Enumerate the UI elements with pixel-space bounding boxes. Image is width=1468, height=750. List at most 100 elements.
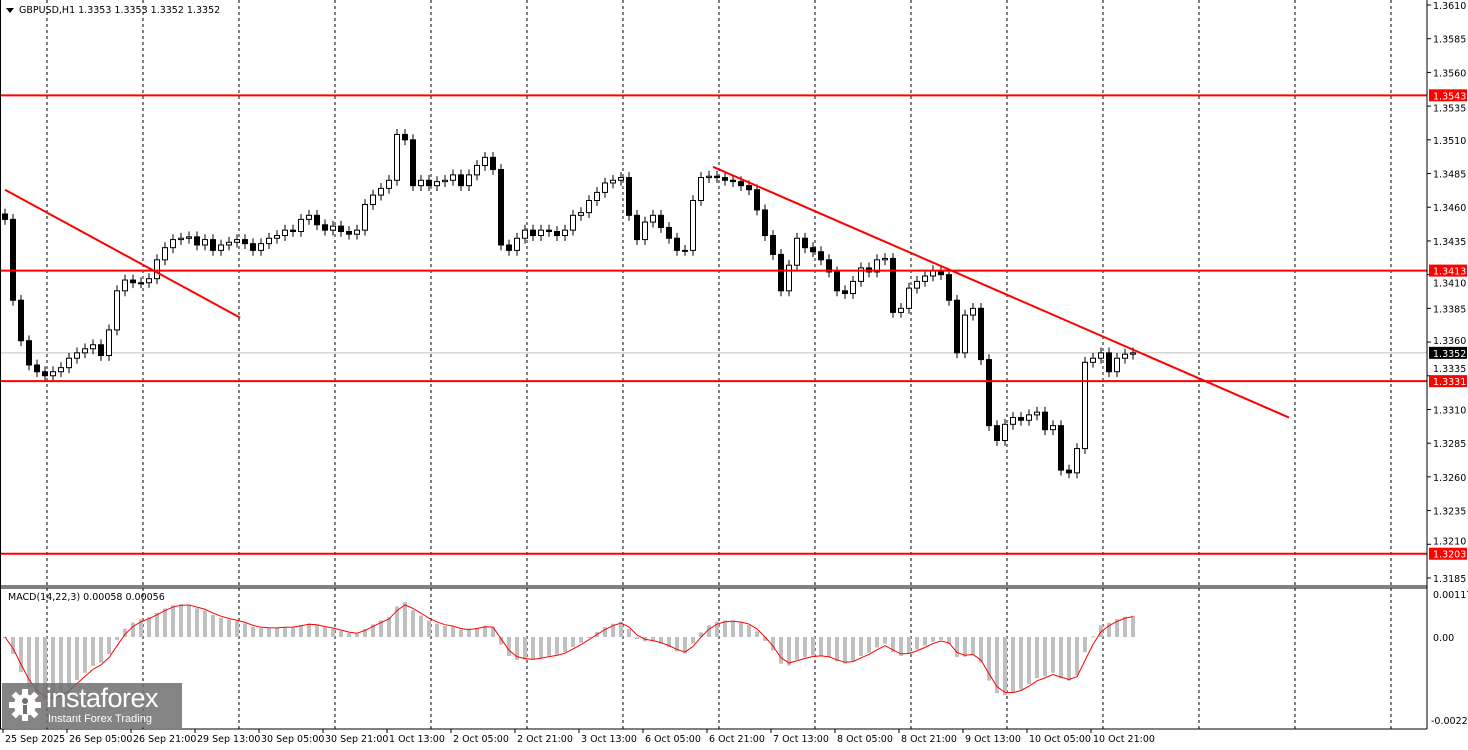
macd-histogram-bar [443,626,447,637]
bull-candle [906,287,912,309]
macd-histogram-bar [531,637,535,660]
price-tick-label: 1.3285 [1433,439,1466,450]
bull-candle [1130,352,1136,355]
bear-candle [946,274,952,301]
bull-candle [1010,417,1016,425]
macd-histogram-bar [803,637,807,658]
bull-candle [258,243,264,251]
macd-histogram-bar [339,630,343,637]
macd-histogram-bar [227,619,231,637]
bull-candle [146,278,152,284]
macd-histogram-bar [635,637,639,639]
macd-histogram-bar [963,637,967,657]
price-tick-label: 1.3210 [1433,537,1466,548]
price-tick-label: 1.3485 [1433,170,1466,181]
grid-lines [0,0,1427,729]
bull-candle [122,279,128,292]
time-tick-label: 9 Oct 13:00 [965,734,1021,745]
macd-histogram-bar [891,637,895,653]
price-tick-label: 1.3585 [1433,35,1466,46]
macd-histogram-bar [971,637,975,655]
bull-candle [154,259,160,280]
time-tick-label: 25 Sep 2025 [5,734,65,745]
bull-candle [466,174,472,187]
macd-histogram-bar [363,629,367,637]
time-tick-label: 10 Oct 05:00 [1029,734,1091,745]
bear-candle [978,307,984,361]
level-price-tag [1429,375,1467,388]
bull-candle [58,367,64,373]
macd-histogram-bar [315,625,319,637]
bull-candle [1034,411,1040,416]
bull-candle [706,175,712,179]
bull-candle [538,229,544,237]
macd-histogram-bar [1091,636,1095,638]
macd-histogram-bar [1003,637,1007,696]
time-tick-label: 30 Sep 21:00 [325,734,388,745]
bull-candle [522,229,528,239]
bear-candle [242,239,248,245]
bull-candle [202,239,208,246]
bull-candle [586,199,592,214]
macd-histogram-bar [619,621,623,637]
bull-candle [970,307,976,316]
bull-candle [218,244,224,251]
gear-icon [9,689,41,721]
bull-candle [570,214,576,231]
time-axis: 25 Sep 2025 26 Sep 05:00 26 Sep 21:00 29 Se… [2,729,1155,745]
time-tick-label: 6 Oct 05:00 [645,734,701,745]
macd-histogram-bar [107,637,111,655]
bull-candle [418,179,424,187]
macd-histogram-bar [99,637,103,663]
bull-candle [1082,361,1088,450]
macd-histogram-bar [1027,637,1031,685]
bull-candle [1114,357,1120,373]
bear-candle [42,371,48,377]
macd-histogram-bar [427,620,431,637]
macd-histogram-bar [259,628,263,637]
bull-candle [82,348,88,354]
level-price-label: 1.3543 [1433,91,1466,102]
bull-candle [618,177,624,181]
price-tick-label: 1.3410 [1433,279,1466,290]
macd-histogram-bar [851,637,855,662]
bear-candle [818,251,824,261]
bear-candle [506,244,512,251]
macd-histogram-bar [691,637,695,644]
macd-tick: 0.00117 [1433,590,1468,601]
macd-histogram-bar [67,637,71,688]
bear-candle [402,133,408,141]
bear-candle [738,181,744,187]
time-tick-label: 26 Sep 05:00 [69,734,132,745]
macd-histogram-bar [403,601,407,637]
bear-candle [18,299,24,342]
current-price-tag [1429,346,1467,359]
macd-histogram-bar [659,637,663,644]
bear-candle [98,344,104,357]
triangle-down-icon[interactable] [6,8,14,13]
macd-histogram-bar [755,631,759,637]
macd-histogram-bar [699,632,703,637]
bear-candle [1106,352,1112,373]
bull-candle [698,177,704,201]
bull-candle [922,275,928,282]
bull-candle [74,352,80,359]
macd-panel [3,601,1135,700]
level-price-label: 1.3203 [1433,550,1466,561]
macd-histogram-bar [19,637,23,673]
macd-histogram-bar [603,627,607,637]
macd-histogram-bar [123,628,127,637]
macd-histogram-bar [955,637,959,658]
bull-candle [962,314,968,354]
macd-histogram-bar [587,637,591,638]
bear-candle [754,189,760,211]
bull-candle [794,237,800,266]
macd-histogram-bar [939,637,943,640]
bear-candle [426,179,432,187]
bear-candle [458,174,464,187]
macd-histogram-bar [139,619,143,637]
bull-candle [378,187,384,196]
bear-candle [778,253,784,292]
macd-histogram-bar [1011,637,1015,693]
